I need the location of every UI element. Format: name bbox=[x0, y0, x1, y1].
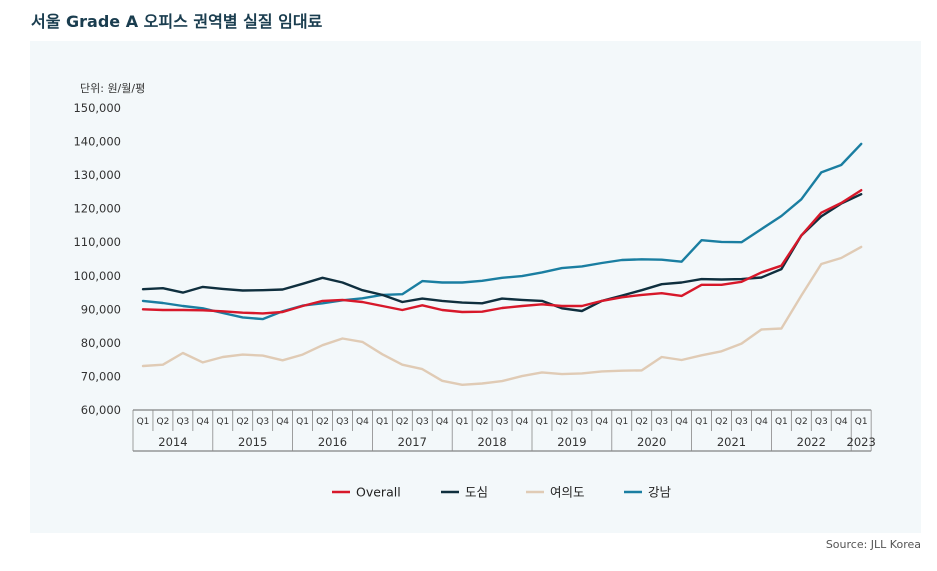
legend-label: 여의도 bbox=[550, 485, 585, 500]
chart-panel: 단위: 원/월/평 150,000 140,000 130,000 120,000 11… bbox=[30, 41, 921, 533]
x-tick-quarter: Q2 bbox=[795, 417, 808, 427]
chart-title: 서울 Grade A 오피스 권역별 실질 임대료 bbox=[31, 12, 323, 31]
x-tick-quarter: Q1 bbox=[137, 417, 150, 427]
x-tick-quarter: Q2 bbox=[556, 417, 569, 427]
series-line-2 bbox=[141, 245, 863, 386]
x-tick-quarter: Q4 bbox=[755, 417, 768, 427]
x-tick-quarter: Q2 bbox=[396, 417, 409, 427]
x-tick-quarter: Q3 bbox=[735, 417, 748, 427]
x-tick-quarter: Q4 bbox=[276, 417, 289, 427]
x-tick-quarter: Q3 bbox=[496, 417, 509, 427]
x-tick-year: 2015 bbox=[238, 435, 267, 449]
chart-svg: 단위: 원/월/평 150,000 140,000 130,000 120,000 11… bbox=[73, 82, 876, 500]
y-tick-label: 90,000 bbox=[81, 302, 121, 316]
legend-label: Overall bbox=[356, 485, 401, 500]
x-tick-quarter: Q3 bbox=[336, 417, 349, 427]
x-tick-quarter: Q1 bbox=[695, 417, 708, 427]
y-tick-label: 120,000 bbox=[73, 202, 121, 216]
y-tick-label: 80,000 bbox=[81, 336, 121, 350]
x-tick-quarter: Q3 bbox=[815, 417, 828, 427]
x-tick-year: 2019 bbox=[557, 435, 586, 449]
x-tick-quarter: Q2 bbox=[316, 417, 329, 427]
y-tick-label: 70,000 bbox=[81, 369, 121, 383]
x-tick-quarter: Q2 bbox=[157, 417, 170, 427]
x-tick-quarter: Q2 bbox=[236, 417, 249, 427]
series-line-0 bbox=[141, 189, 863, 315]
series-line-1 bbox=[141, 193, 863, 313]
x-tick-year: 2021 bbox=[717, 435, 746, 449]
x-tick-quarter: Q3 bbox=[416, 417, 429, 427]
x-tick-quarter: Q1 bbox=[216, 417, 229, 427]
x-tick-quarter: Q1 bbox=[855, 417, 868, 427]
x-tick-year: 2014 bbox=[158, 435, 187, 449]
x-tick-quarter: Q3 bbox=[655, 417, 668, 427]
y-tick-label: 140,000 bbox=[73, 135, 121, 149]
x-tick-quarter: Q4 bbox=[356, 417, 369, 427]
x-tick-quarter: Q1 bbox=[456, 417, 469, 427]
x-tick-quarter: Q1 bbox=[775, 417, 788, 427]
x-tick-quarter: Q4 bbox=[595, 417, 608, 427]
x-tick-year: 2020 bbox=[637, 435, 666, 449]
x-tick-quarter: Q2 bbox=[635, 417, 648, 427]
x-tick-year: 2018 bbox=[477, 435, 506, 449]
x-tick-quarter: Q4 bbox=[835, 417, 848, 427]
x-tick-quarter: Q1 bbox=[615, 417, 628, 427]
x-tick-quarter: Q2 bbox=[476, 417, 489, 427]
x-tick-quarter: Q1 bbox=[536, 417, 549, 427]
x-tick-quarter: Q2 bbox=[715, 417, 728, 427]
x-tick-quarter: Q3 bbox=[575, 417, 588, 427]
x-tick-quarter: Q4 bbox=[436, 417, 449, 427]
y-tick-label: 150,000 bbox=[73, 101, 121, 115]
x-tick-quarter: Q1 bbox=[376, 417, 389, 427]
x-tick-year: 2017 bbox=[398, 435, 427, 449]
series-line-3 bbox=[141, 142, 863, 321]
x-tick-year: 2022 bbox=[797, 435, 826, 449]
legend-label: 강남 bbox=[648, 485, 672, 500]
x-tick-quarter: Q4 bbox=[516, 417, 529, 427]
y-tick-label: 100,000 bbox=[73, 269, 121, 283]
x-tick-year: 2023 bbox=[847, 435, 876, 449]
x-tick-quarter: Q4 bbox=[675, 417, 688, 427]
x-tick-year: 2016 bbox=[318, 435, 347, 449]
y-tick-label: 110,000 bbox=[73, 235, 121, 249]
y-tick-label: 60,000 bbox=[81, 403, 121, 417]
unit-label: 단위: 원/월/평 bbox=[80, 82, 145, 95]
source-note: Source: JLL Korea bbox=[825, 538, 921, 551]
x-tick-quarter: Q3 bbox=[256, 417, 269, 427]
x-tick-quarter: Q3 bbox=[176, 417, 189, 427]
x-tick-quarter: Q4 bbox=[196, 417, 209, 427]
legend-label: 도심 bbox=[465, 485, 488, 500]
x-tick-quarter: Q1 bbox=[296, 417, 309, 427]
y-tick-label: 130,000 bbox=[73, 168, 121, 182]
